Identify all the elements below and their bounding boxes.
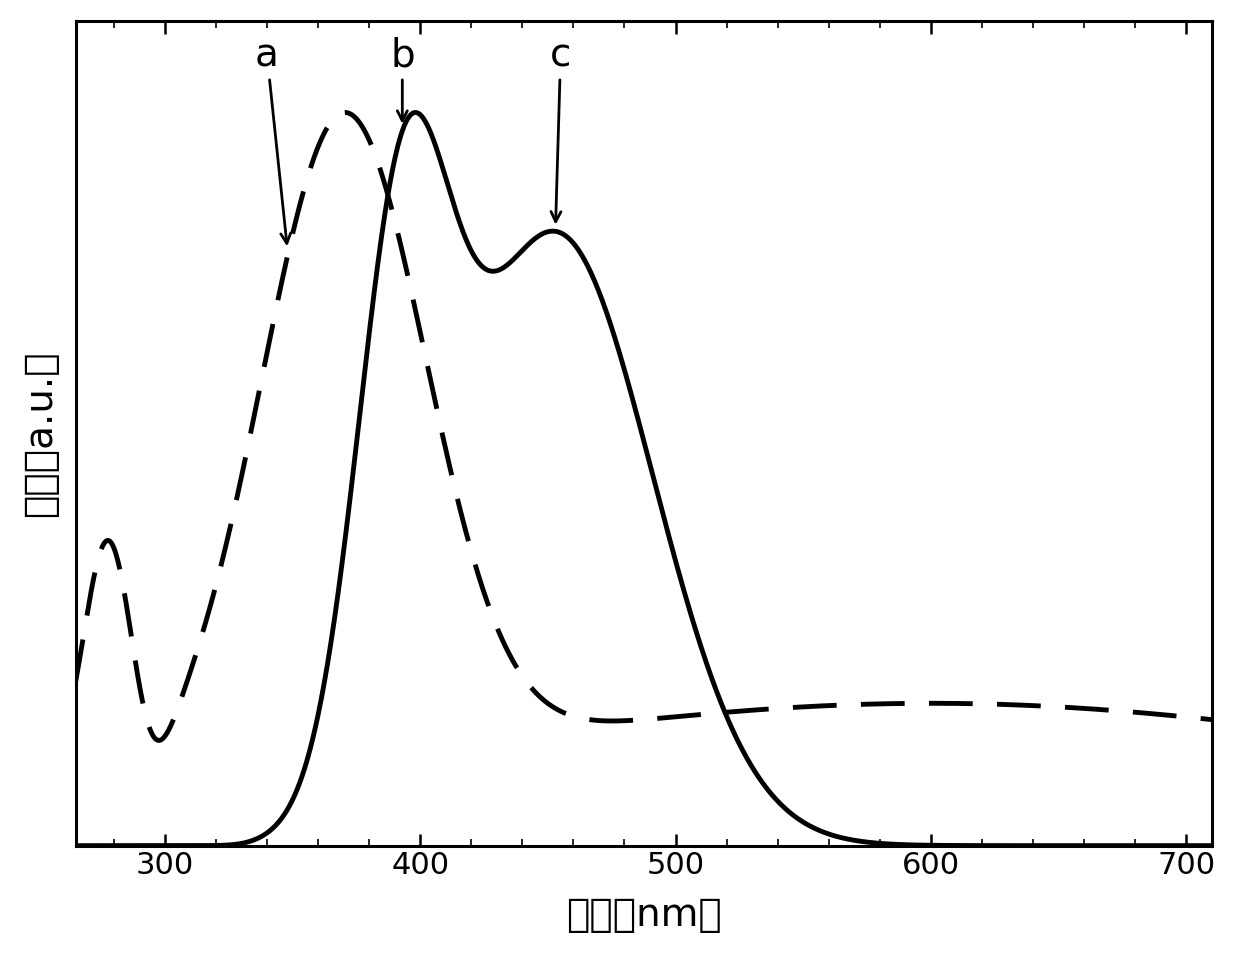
X-axis label: 波长（nm）: 波长（nm） (565, 896, 722, 934)
Y-axis label: 强度（a.u.）: 强度（a.u.） (21, 350, 58, 517)
Text: a: a (255, 36, 290, 244)
Text: b: b (391, 36, 414, 120)
Text: c: c (549, 36, 572, 222)
